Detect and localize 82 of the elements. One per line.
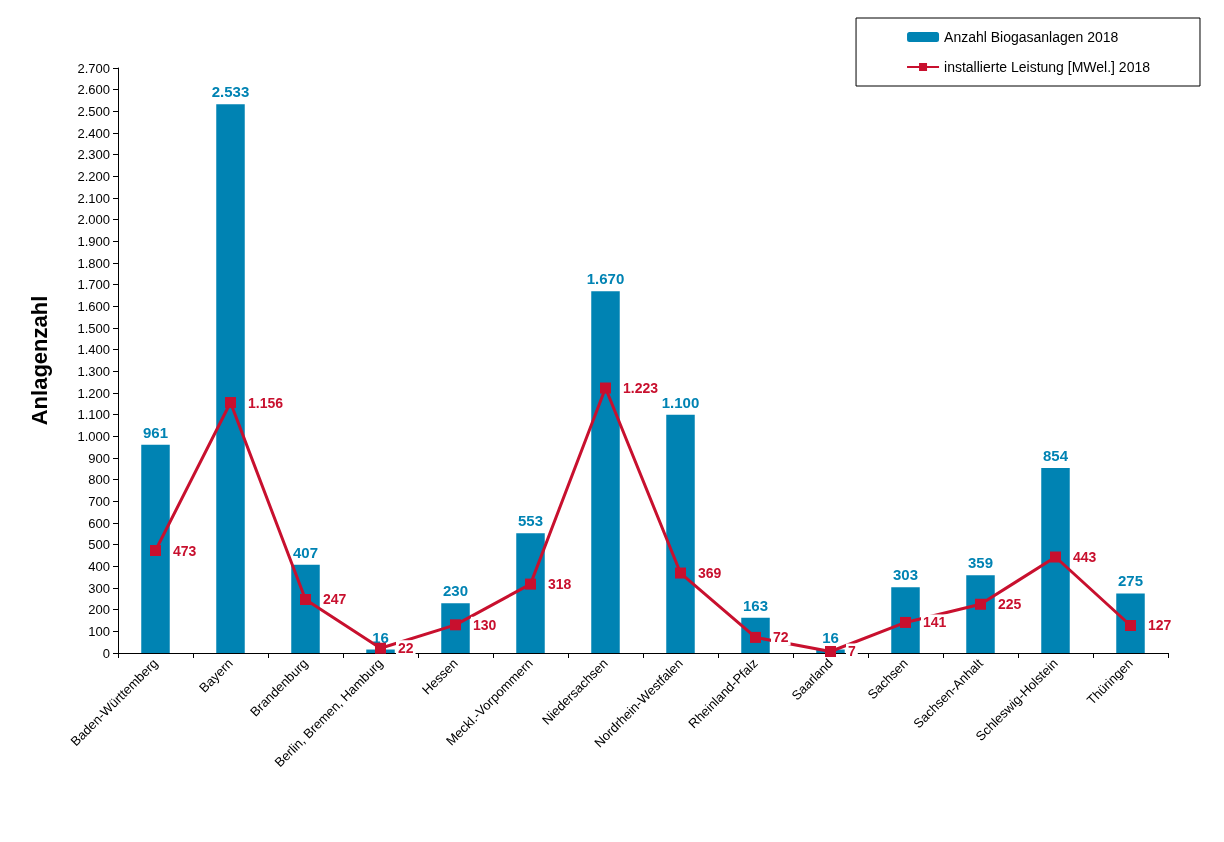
y-tick-label: 2.000 [77,212,110,228]
point [975,598,986,610]
point [675,567,686,579]
y-tick-label: 1.800 [77,255,110,271]
data-label: 407 [292,543,319,561]
point [600,382,611,394]
legend-label: installierte Leistung [MWel.] 2018 [944,59,1151,75]
data-label: 163 [742,596,769,614]
data-label: 22 [398,640,414,657]
data-label: 16 [372,628,389,646]
data-label: 225 [998,596,1022,613]
data-label: 247 [323,591,347,608]
data-label: 141 [923,614,947,631]
y-tick-label: 1.400 [77,342,110,358]
point [900,616,911,628]
data-label: 16 [822,628,839,646]
y-tick-label: 1.900 [77,233,110,249]
bar [141,444,170,653]
y-tick-label: 1.700 [77,277,110,293]
y-tick-label: 2.300 [77,147,110,163]
data-label: 369 [698,565,722,582]
data-label: 443 [1073,549,1097,566]
y-tick-label: 2.200 [77,168,110,184]
data-label: 553 [517,512,544,530]
y-tick-label: 1.000 [77,428,110,444]
data-label: 1.100 [661,393,700,411]
point [1125,619,1136,631]
y-tick-label: 1.200 [77,385,110,401]
y-tick-label: 2.100 [77,190,110,206]
y-tick-label: 700 [88,493,110,509]
bar [516,533,545,653]
y-tick-label: 2.500 [77,103,110,119]
y-tick-label: 200 [88,602,110,618]
point [375,642,386,654]
y-tick-label: 1.600 [77,298,110,314]
data-label: 961 [142,423,169,441]
y-tick-label: 400 [88,558,110,574]
bar [291,564,320,653]
data-label: 1.223 [623,380,659,397]
bar [891,587,920,653]
y-tick-label: 100 [88,623,110,639]
y-tick-label: 2.700 [77,60,110,76]
data-label: 1.670 [586,270,625,288]
y-axis-title: Anlagenzahl [26,295,52,426]
data-label: 72 [773,629,789,646]
y-tick-label: 0 [102,645,110,661]
y-tick-label: 500 [88,537,110,553]
y-tick-label: 800 [88,472,110,488]
point [1050,551,1061,563]
y-tick-label: 1.500 [77,320,110,336]
legend-label: Anzahl Biogasanlagen 2018 [944,29,1119,45]
point [150,545,161,557]
y-tick-label: 600 [88,515,110,531]
bar [1041,467,1070,653]
point [450,619,461,631]
bar [666,414,695,653]
y-tick-label: 2.600 [77,82,110,98]
data-label: 230 [442,582,469,600]
data-label: 303 [892,566,919,584]
point [225,397,236,409]
point [300,593,311,605]
bar [216,104,245,653]
y-tick-label: 900 [88,450,110,466]
data-label: 7 [848,643,856,660]
point [525,578,536,590]
y-tick-label: 1.300 [77,363,110,379]
y-tick-label: 2.400 [77,125,110,141]
data-label: 473 [173,542,197,559]
bar [1116,593,1145,653]
data-label: 359 [967,554,994,572]
data-label: 130 [473,616,497,633]
data-label: 854 [1042,446,1069,464]
point [825,645,836,657]
data-label: 2.533 [211,83,250,101]
data-label: 1.156 [248,394,284,411]
y-tick-label: 1.100 [77,407,110,423]
data-label: 318 [548,576,572,593]
data-label: 127 [1148,617,1172,634]
data-label: 275 [1117,572,1144,590]
bar [966,575,995,653]
bar [591,291,620,653]
y-tick-label: 300 [88,580,110,596]
